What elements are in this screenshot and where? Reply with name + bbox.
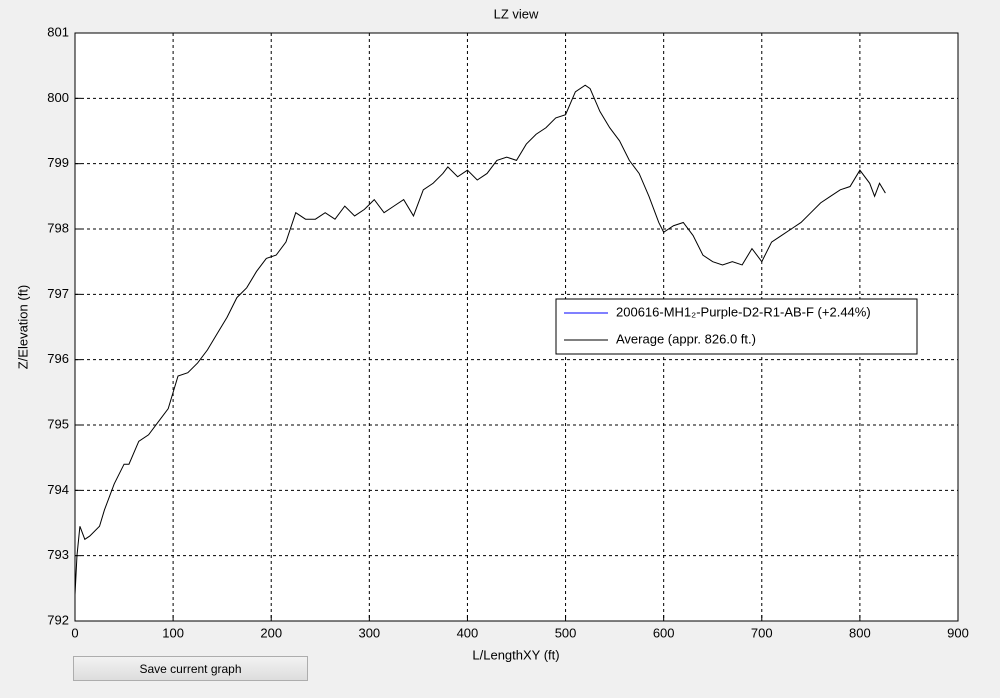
x-tick-label: 500 [555, 625, 577, 640]
chart-title: LZ view [494, 6, 539, 21]
y-tick-label: 794 [47, 482, 69, 497]
save-button[interactable]: Save current graph [73, 656, 308, 681]
x-tick-label: 400 [457, 625, 479, 640]
y-axis-label: Z/Elevation (ft) [15, 285, 30, 370]
x-tick-label: 800 [849, 625, 871, 640]
x-axis-label: L/LengthXY (ft) [472, 647, 559, 662]
x-tick-label: 300 [358, 625, 380, 640]
x-tick-label: 100 [162, 625, 184, 640]
y-tick-label: 796 [47, 351, 69, 366]
data-line [74, 84, 886, 595]
x-tick-label: 900 [947, 625, 969, 640]
x-tick-label: 200 [260, 625, 282, 640]
y-tick-label: 793 [47, 547, 69, 562]
x-tick-label: 600 [653, 625, 675, 640]
y-tick-label: 795 [47, 416, 69, 431]
y-tick-label: 801 [47, 24, 69, 39]
y-tick-label: 798 [47, 220, 69, 235]
y-tick-label: 797 [47, 286, 69, 301]
y-tick-label: 792 [47, 612, 69, 627]
y-tick-label: 800 [47, 90, 69, 105]
legend-label: Average (appr. 826.0 ft.) [616, 331, 756, 346]
legend-label: 200616-MH1₂-Purple-D2-R1-AB-F (+2.44%) [616, 304, 871, 319]
x-tick-label: 700 [751, 625, 773, 640]
y-tick-label: 799 [47, 155, 69, 170]
legend-box [555, 298, 918, 355]
x-tick-label: 0 [71, 625, 78, 640]
